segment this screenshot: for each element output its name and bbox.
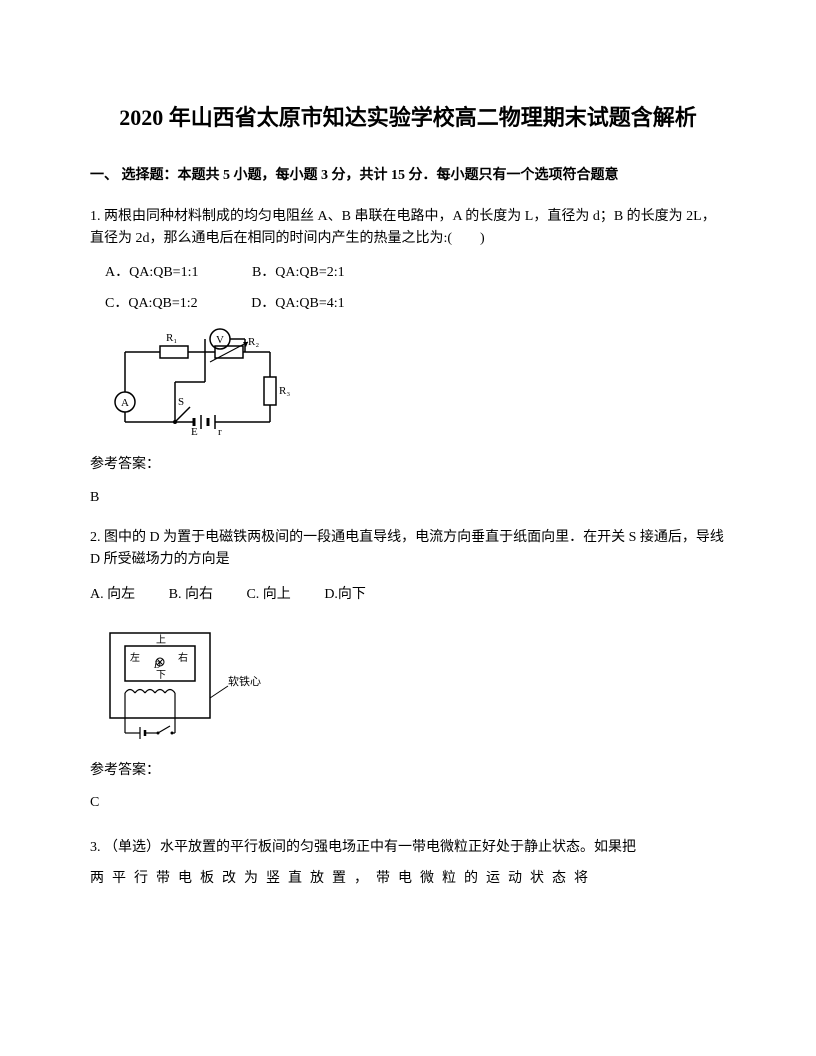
r-label: r <box>218 426 222 438</box>
iron-label: 软铁心 <box>228 674 261 688</box>
section-header: 一、 选择题：本题共 5 小题，每小题 3 分，共计 15 分．每小题只有一个选… <box>90 165 726 187</box>
page-title: 2020 年山西省太原市知达实验学校高二物理期末试题含解析 <box>90 100 726 135</box>
q3-text: 3. （单选）水平放置的平行板间的匀强电场正中有一带电微粒正好处于静止状态。如果… <box>90 833 726 895</box>
q2-option-c: C. 向上 <box>246 584 290 606</box>
s-label: S <box>178 396 184 408</box>
d-label: D <box>153 660 161 670</box>
q3-text-part2: 两平行带电板改为竖直放置，带电微粒的运动状态将 <box>90 871 596 886</box>
q1-option-b: B．QA:QB=2:1 <box>252 262 345 284</box>
q2-options: A. 向左 B. 向右 C. 向上 D.向下 <box>90 584 726 606</box>
q1-circuit-diagram: R₁ V R₂ R₃ E r <box>100 327 726 442</box>
a-label: A <box>121 397 129 409</box>
up-label: 上 <box>156 634 166 646</box>
question-2: 2. 图中的 D 为置于电磁铁两极间的一段通电直导线，电流方向垂直于纸面向里．在… <box>90 527 726 815</box>
q1-options: A．QA:QB=1:1 B．QA:QB=2:1 C．QA:QB=1:2 D．QA… <box>105 262 726 315</box>
q3-text-part1: 3. （单选）水平放置的平行板间的匀强电场正中有一带电微粒正好处于静止状态。如果… <box>90 840 636 855</box>
q1-answer-label: 参考答案： <box>90 454 726 476</box>
v-label: V <box>216 334 224 346</box>
question-1: 1. 两根由同种材料制成的均匀电阻丝 A、B 串联在电路中，A 的长度为 L，直… <box>90 206 726 509</box>
q1-option-a: A．QA:QB=1:1 <box>105 262 198 284</box>
q1-text: 1. 两根由同种材料制成的均匀电阻丝 A、B 串联在电路中，A 的长度为 L，直… <box>90 206 726 251</box>
e-label: E <box>191 426 198 438</box>
q1-option-d: D．QA:QB=4:1 <box>251 293 344 315</box>
down-label: 下 <box>156 670 166 681</box>
q2-option-d: D.向下 <box>324 584 366 606</box>
q2-option-a: A. 向左 <box>90 584 135 606</box>
q1-option-c: C．QA:QB=1:2 <box>105 293 198 315</box>
question-3: 3. （单选）水平放置的平行板间的匀强电场正中有一带电微粒正好处于静止状态。如果… <box>90 833 726 895</box>
left-label: 左 <box>130 651 140 664</box>
r1-label: R₁ <box>166 332 177 344</box>
right-label: 右 <box>178 651 188 664</box>
q2-answer-label: 参考答案： <box>90 760 726 782</box>
q2-answer: C <box>90 792 726 814</box>
q2-text: 2. 图中的 D 为置于电磁铁两极间的一段通电直导线，电流方向垂直于纸面向里．在… <box>90 527 726 572</box>
r2-label: R₂ <box>248 336 259 348</box>
q1-answer: B <box>90 487 726 509</box>
q2-option-b: B. 向右 <box>169 584 213 606</box>
r3-label: R₃ <box>279 385 290 397</box>
q2-electromagnet-diagram: 上 左 右 下 D <box>100 618 726 748</box>
